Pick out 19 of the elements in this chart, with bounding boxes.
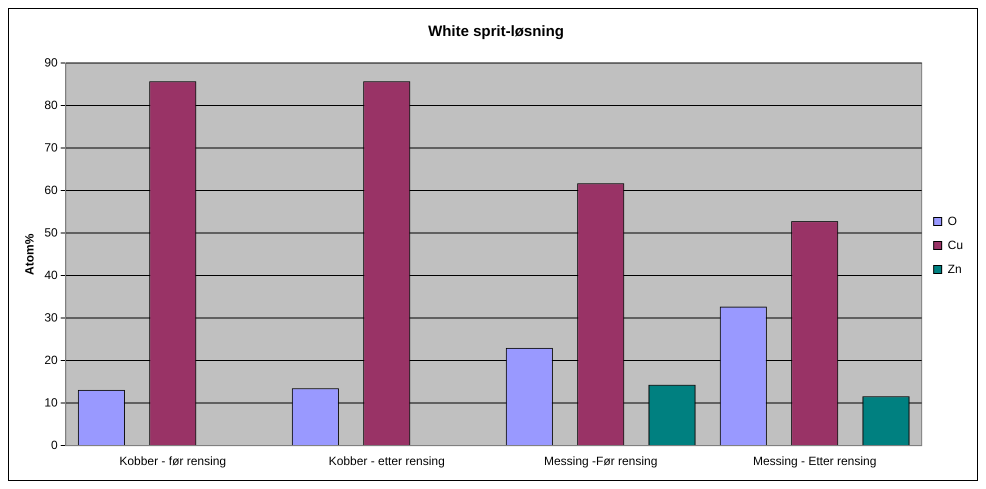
chart-title: White sprit-løsning (428, 23, 564, 40)
y-tick-label: 60 (44, 182, 58, 197)
legend-label: Zn (948, 262, 962, 276)
x-tick-label: Kobber - før rensing (119, 454, 226, 468)
y-tick-label: 20 (44, 352, 58, 367)
y-axis-title: Atom% (22, 233, 37, 275)
y-tick-label: 90 (44, 55, 58, 70)
y-tick-label: 50 (44, 225, 58, 240)
legend-label: Cu (948, 238, 964, 252)
y-tick-label: 70 (44, 140, 58, 154)
y-tick-label: 80 (44, 98, 58, 112)
x-tick-label: Messing -Før rensing (544, 454, 658, 468)
y-tick-label: 10 (44, 395, 58, 410)
legend-label: O (948, 214, 958, 228)
x-tick-label: Kobber - etter rensing (328, 454, 445, 468)
y-tick-label: 0 (51, 438, 58, 452)
x-tick-label: Messing - Etter rensing (752, 454, 876, 468)
y-tick-label: 40 (44, 268, 58, 282)
y-tick-label: 30 (44, 310, 58, 324)
